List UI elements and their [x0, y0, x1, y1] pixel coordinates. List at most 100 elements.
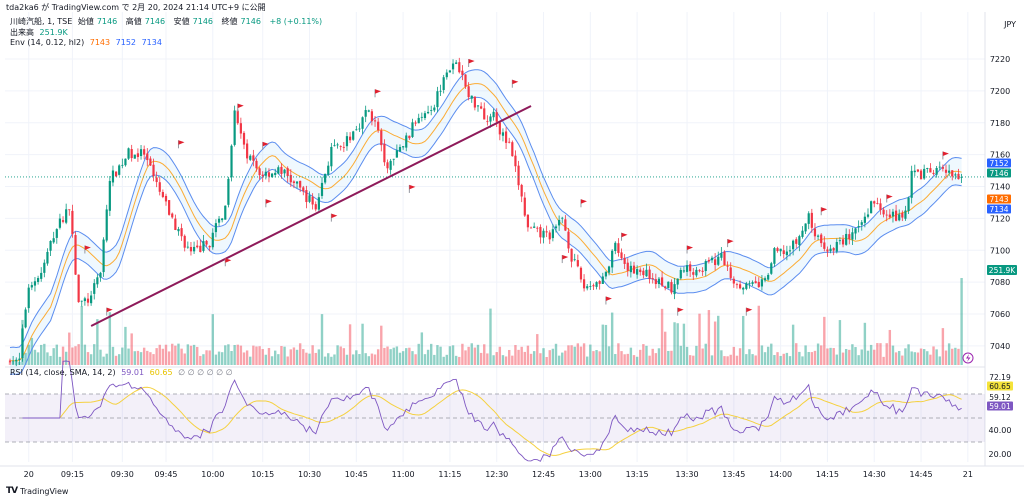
volume-bar: [713, 321, 717, 365]
candle: [339, 145, 342, 151]
volume-bar: [863, 322, 867, 365]
candle: [860, 220, 863, 231]
candle-body: [308, 195, 311, 202]
candle-body: [760, 279, 764, 287]
candle-body: [792, 240, 795, 250]
volume-bar: [526, 345, 530, 365]
volume-bar: [383, 347, 386, 365]
candle-body: [286, 168, 289, 177]
symbol-name[interactable]: 川崎汽船, 1, TSE: [10, 17, 73, 26]
envelope-basis-line: [9, 83, 962, 362]
candle-body: [586, 286, 589, 289]
flag-cloth: [886, 194, 893, 199]
volume-bar: [439, 346, 442, 365]
candle: [127, 147, 130, 161]
volume-bar: [657, 348, 661, 365]
candle-body: [467, 86, 470, 98]
volume-bar: [205, 350, 208, 365]
volume-badge-label: 251.9K: [989, 266, 1016, 275]
candle-body: [202, 241, 205, 251]
volume-bar: [236, 344, 239, 365]
tradingview-logo[interactable]: TV TradingView: [6, 486, 68, 496]
candle-body: [392, 158, 395, 160]
candle-body: [779, 248, 782, 252]
currency-label[interactable]: JPY: [1004, 20, 1016, 29]
candle-body: [139, 149, 143, 157]
volume-bar: [414, 354, 417, 365]
candle-body: [83, 298, 86, 302]
candle-body: [820, 234, 823, 244]
volume-bar: [136, 350, 140, 365]
rsi-badge: [987, 401, 1013, 411]
volume-bar: [24, 352, 27, 365]
volume-bar: [723, 356, 726, 365]
candle: [486, 115, 489, 126]
candle: [885, 210, 888, 222]
candle-body: [604, 271, 608, 277]
volume-bar: [907, 344, 910, 365]
volume-label[interactable]: 出来高: [10, 28, 34, 37]
candle-body: [105, 209, 108, 241]
volume-bar: [323, 356, 327, 365]
candle: [707, 257, 710, 264]
candle: [230, 144, 233, 182]
candle: [714, 253, 717, 271]
candle-body: [660, 277, 664, 286]
candle: [548, 230, 551, 244]
volume-bar: [230, 351, 233, 365]
candle-body: [720, 253, 723, 258]
volume-bar: [217, 351, 221, 365]
volume-bar: [592, 351, 595, 365]
candle-body: [292, 181, 296, 183]
candle-body: [682, 270, 686, 272]
volume-bar: [342, 348, 346, 365]
volume-bar: [604, 324, 608, 365]
candle: [935, 165, 938, 178]
candle: [954, 172, 957, 180]
candle: [554, 224, 558, 233]
volume-bar: [258, 346, 261, 365]
candle-body: [90, 295, 93, 304]
candle-body: [617, 243, 620, 253]
candle: [455, 60, 458, 65]
candle: [695, 266, 698, 278]
candle: [704, 259, 707, 277]
volume-bar: [932, 346, 935, 365]
volume-bar: [174, 345, 177, 365]
candle: [383, 139, 386, 166]
candle-body: [352, 131, 355, 140]
volume-bar: [601, 324, 604, 365]
candle: [611, 249, 614, 274]
candle: [845, 228, 848, 246]
envelope-label[interactable]: Env (14, 0.12, hl2): [10, 38, 85, 47]
candle: [838, 237, 842, 245]
candle: [183, 234, 186, 252]
candle: [261, 171, 264, 183]
candle-body: [420, 116, 423, 118]
candle-body: [723, 251, 726, 266]
flag-icon: [84, 245, 91, 254]
volume-bar: [461, 343, 464, 365]
candle-body: [795, 239, 798, 244]
candle-body: [324, 173, 327, 183]
candle: [30, 281, 33, 291]
volume-bar: [52, 348, 55, 365]
rsi-label[interactable]: RSI (14, close, SMA, 14, 2): [10, 368, 116, 377]
candle-body: [804, 223, 807, 232]
candle: [876, 197, 879, 205]
candle-body: [196, 245, 199, 248]
volume-bar: [520, 346, 523, 365]
volume-bar: [454, 355, 458, 365]
volume-bar: [801, 356, 804, 365]
candle-body: [114, 171, 118, 177]
candle-body: [863, 216, 866, 223]
candle-body: [801, 230, 804, 237]
flag-icon: [561, 255, 569, 264]
candle-body: [885, 214, 888, 216]
time-axis-label: 10:30: [298, 470, 321, 479]
volume-bar: [220, 352, 224, 365]
low-value: 7146: [192, 17, 213, 26]
rsi-value: 59.01: [121, 368, 145, 377]
flag-icon: [621, 232, 628, 241]
